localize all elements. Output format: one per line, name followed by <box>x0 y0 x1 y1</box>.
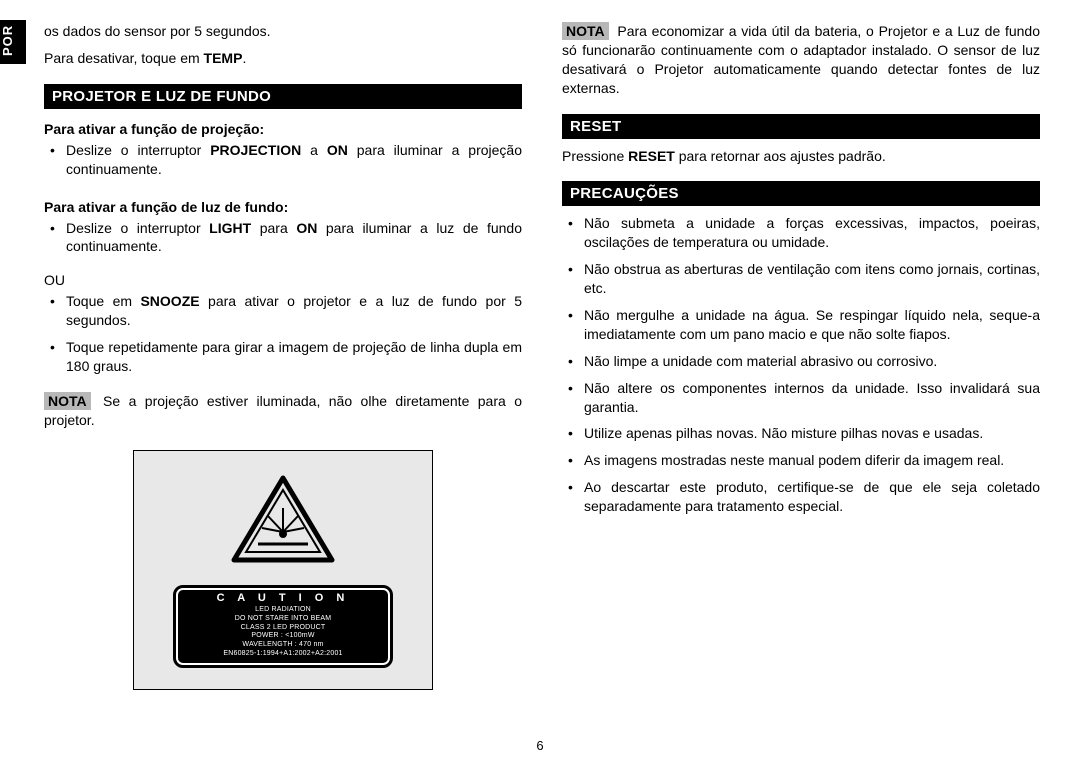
laser-warning-icon <box>228 472 338 567</box>
page-number: 6 <box>536 738 543 753</box>
caution-l3: CLASS 2 LED PRODUCT <box>182 624 384 633</box>
b1-mid: a <box>301 142 327 158</box>
left-column: os dados do sensor por 5 segundos. Para … <box>44 20 522 751</box>
nota-battery: NOTA Para economizar a vida útil da bate… <box>562 22 1040 98</box>
prec-7: As imagens mostradas neste manual podem … <box>562 451 1040 470</box>
reset-pre: Pressione <box>562 148 628 164</box>
caution-l2: DO NOT STARE INTO BEAM <box>182 615 384 624</box>
intro-line-2: Para desativar, toque em TEMP. <box>44 49 522 68</box>
prec-5: Não altere os componentes internos da un… <box>562 379 1040 417</box>
content-columns: os dados do sensor por 5 segundos. Para … <box>26 20 1040 751</box>
bullet-projection-on: Deslize o interruptor PROJECTION a ON pa… <box>44 141 522 179</box>
subhead-luzfundo: Para ativar a função de luz de fundo: <box>44 199 522 215</box>
b3-bold: SNOOZE <box>140 293 199 309</box>
reset-post: para retornar aos ajustes padrão. <box>675 148 886 164</box>
nota-label: NOTA <box>44 392 91 410</box>
nota-label-2: NOTA <box>562 22 609 40</box>
reset-bold: RESET <box>628 148 675 164</box>
bullets-luzfundo-1: Deslize o interruptor LIGHT para ON para… <box>44 217 522 265</box>
intro2-pre: Para desativar, toque em <box>44 50 204 66</box>
intro2-bold: TEMP <box>204 50 243 66</box>
b2-pre: Deslize o interruptor <box>66 220 209 236</box>
prec-3: Não mergulhe a unidade na água. Se respi… <box>562 306 1040 344</box>
b2-bold2: ON <box>296 220 317 236</box>
nota-projection: NOTA Se a projeção estiver iluminada, nã… <box>44 392 522 430</box>
nota-text: Se a projeção estiver iluminada, não olh… <box>44 393 522 428</box>
prec-8: Ao descartar este produto, certifique-se… <box>562 478 1040 516</box>
caution-l6: EN60825-1:1994+A1:2002+A2:2001 <box>182 650 384 659</box>
intro-line-1: os dados do sensor por 5 segundos. <box>44 22 522 41</box>
precaucoes-list: Não submeta a unidade a forças excessiva… <box>562 212 1040 524</box>
prec-2: Não obstrua as aberturas de ventilação c… <box>562 260 1040 298</box>
bullet-light-on: Deslize o interruptor LIGHT para ON para… <box>44 219 522 257</box>
section-projetor: PROJETOR E LUZ DE FUNDO <box>44 84 522 109</box>
bullet-rotate: Toque repetidamente para girar a imagem … <box>44 338 522 376</box>
caution-l4: POWER : <100mW <box>182 632 384 641</box>
b2-mid: para <box>251 220 296 236</box>
prec-1: Não submeta a unidade a forças excessiva… <box>562 214 1040 252</box>
section-reset: RESET <box>562 114 1040 139</box>
bullets-luzfundo-2: Toque em SNOOZE para ativar o projetor e… <box>44 290 522 384</box>
caution-title: C A U T I O N <box>182 592 384 604</box>
nota-text-2: Para economizar a vida útil da bateria, … <box>562 23 1040 96</box>
caution-l5: WAVELENGTH : 470 nm <box>182 641 384 650</box>
b1-pre: Deslize o interruptor <box>66 142 210 158</box>
bullet-snooze: Toque em SNOOZE para ativar o projetor e… <box>44 292 522 330</box>
bullets-projecao: Deslize o interruptor PROJECTION a ON pa… <box>44 139 522 187</box>
b1-bold1: PROJECTION <box>210 142 301 158</box>
reset-text: Pressione RESET para retornar aos ajuste… <box>562 147 1040 166</box>
caution-figure: C A U T I O N LED RADIATION DO NOT STARE… <box>133 450 433 690</box>
section-precaucoes: PRECAUÇÕES <box>562 181 1040 206</box>
subhead-projecao: Para ativar a função de projeção: <box>44 121 522 137</box>
caution-label-box: C A U T I O N LED RADIATION DO NOT STARE… <box>173 585 393 668</box>
manual-page: POR os dados do sensor por 5 segundos. P… <box>0 0 1080 761</box>
caution-l1: LED RADIATION <box>182 606 384 615</box>
b3-pre: Toque em <box>66 293 140 309</box>
right-column: NOTA Para economizar a vida útil da bate… <box>562 20 1040 751</box>
language-tab: POR <box>0 20 26 64</box>
prec-4: Não limpe a unidade com material abrasiv… <box>562 352 1040 371</box>
intro2-post: . <box>242 50 246 66</box>
ou-label: OU <box>44 272 522 288</box>
b1-bold2: ON <box>327 142 348 158</box>
b2-bold1: LIGHT <box>209 220 251 236</box>
prec-6: Utilize apenas pilhas novas. Não misture… <box>562 424 1040 443</box>
